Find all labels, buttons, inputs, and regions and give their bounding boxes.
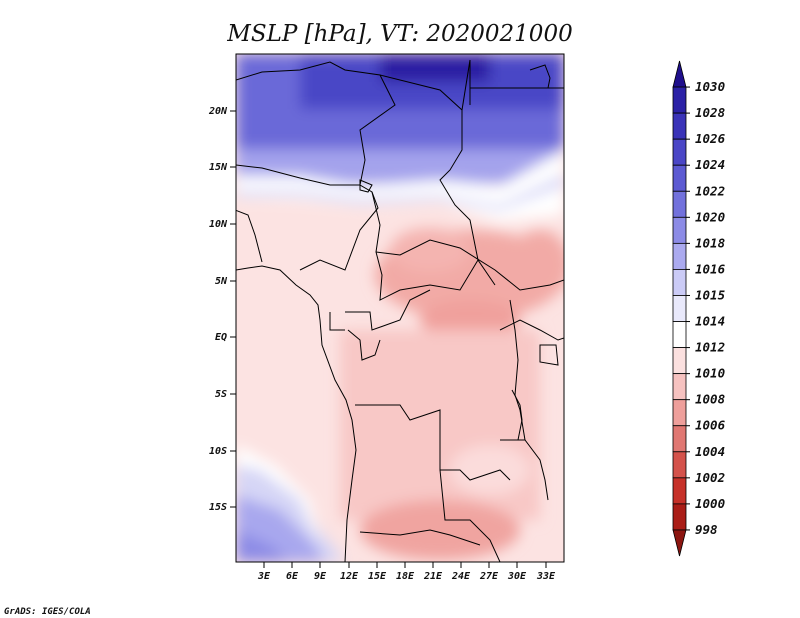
lon-label: 9E <box>314 571 327 582</box>
axis-tick-marks <box>230 110 547 568</box>
colorbar-swatch <box>672 164 687 192</box>
colorbar-label: 1008 <box>695 392 725 407</box>
colorbar-label: 1020 <box>695 209 725 224</box>
colorbar-label: 1030 <box>695 79 725 94</box>
map-title: MSLP [hPa], VT: 2020021000 <box>226 21 572 47</box>
colorbar-swatch <box>672 112 687 140</box>
colorbar-label: 1015 <box>695 287 726 302</box>
colorbar-label: 1002 <box>695 470 725 485</box>
colorbar-label: 1026 <box>695 131 726 146</box>
colorbar-label: 1012 <box>695 340 725 355</box>
lat-label: 10N <box>209 219 228 230</box>
colorbar-swatch <box>672 190 687 218</box>
colorbar-label: 1018 <box>695 235 725 250</box>
colorbar-label: 1022 <box>695 183 725 198</box>
lon-label: 30E <box>507 571 527 582</box>
credit-label: GrADS: IGES/COLA <box>4 607 91 617</box>
lat-label: EQ <box>215 332 227 343</box>
lon-label: 24E <box>451 571 471 582</box>
colorbar-label: 1010 <box>695 366 725 381</box>
colorbar-label: 1024 <box>695 157 725 172</box>
lat-label: 15S <box>209 502 227 513</box>
longitude-labels: 3E 6E 9E 12E 15E 18E 21E 24E 27E 30E 33E <box>257 571 556 582</box>
colorbar-label: 1014 <box>695 314 725 329</box>
colorbar-label: 1028 <box>695 105 725 120</box>
map-frame <box>235 53 565 563</box>
colorbar-swatch <box>672 138 687 166</box>
colorbar-bottom-arrow <box>672 529 687 557</box>
colorbar-label: 1006 <box>695 418 726 433</box>
lon-label: 33E <box>536 571 556 582</box>
lon-label: 6E <box>286 571 299 582</box>
colorbar-swatch <box>672 86 687 114</box>
colorbar: 1030 1028 1026 1024 1022 1020 1018 1016 1015 1014… <box>672 60 726 557</box>
colorbar-swatch <box>672 425 687 453</box>
colorbar-swatch <box>672 295 687 322</box>
colorbar-swatch <box>672 242 687 270</box>
lat-label: 15N <box>209 162 228 173</box>
lat-label: 20N <box>208 106 228 117</box>
colorbar-top-arrow <box>672 60 687 88</box>
colorbar-swatch <box>672 347 687 375</box>
lat-label: 5S <box>215 389 227 400</box>
lon-label: 3E <box>257 571 271 582</box>
lon-label: 15E <box>368 571 387 582</box>
latitude-labels: 20N 15N 10N 5N EQ 5S 10S 15S <box>208 106 228 513</box>
colorbar-swatch <box>672 399 687 427</box>
colorbar-swatch <box>672 269 687 296</box>
colorbar-label: 1000 <box>695 496 725 511</box>
lon-label: 18E <box>396 571 415 582</box>
lon-label: 12E <box>340 571 359 582</box>
colorbar-label: 1016 <box>695 261 726 276</box>
colorbar-label: 998 <box>695 522 718 537</box>
country-borders <box>236 59 564 562</box>
colorbar-label: 1004 <box>695 444 725 459</box>
colorbar-swatch <box>672 477 687 505</box>
lon-label: 27E <box>479 571 499 582</box>
colorbar-swatch <box>672 373 687 401</box>
lon-label: 21E <box>423 571 443 582</box>
colorbar-swatch <box>672 451 687 479</box>
lat-label: 5N <box>215 276 228 287</box>
colorbar-swatch <box>672 216 687 244</box>
colorbar-swatch <box>672 503 687 531</box>
colorbar-swatch <box>672 321 687 348</box>
lat-label: 10S <box>209 446 227 457</box>
pressure-field <box>236 54 564 562</box>
